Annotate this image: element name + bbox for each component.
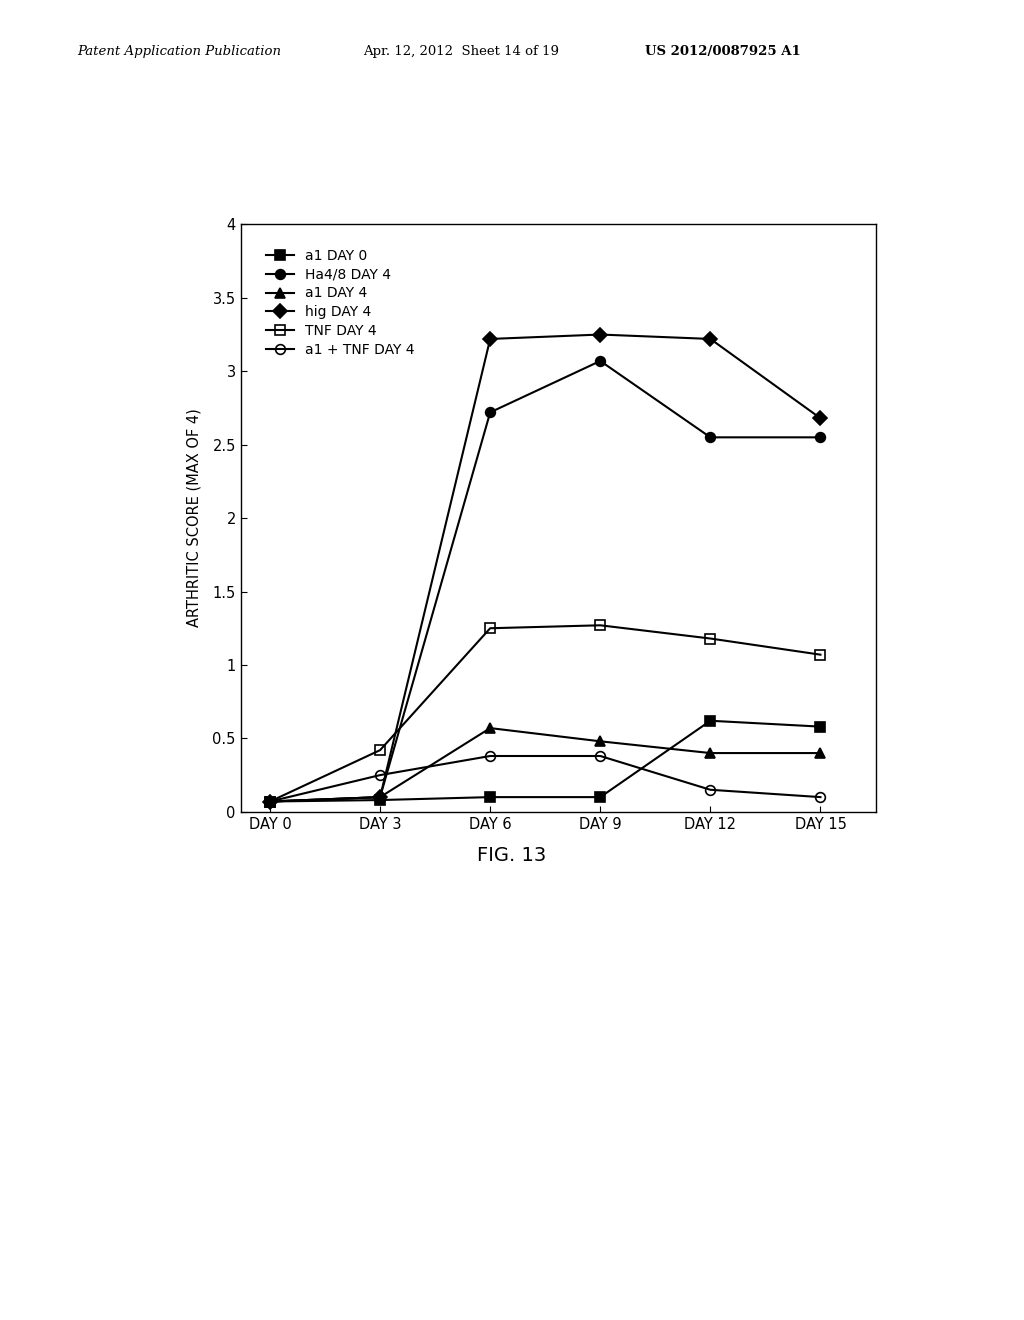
Text: Patent Application Publication: Patent Application Publication [77, 45, 281, 58]
Y-axis label: ARTHRITIC SCORE (MAX OF 4): ARTHRITIC SCORE (MAX OF 4) [186, 409, 202, 627]
Legend: a1 DAY 0, Ha4/8 DAY 4, a1 DAY 4, hig DAY 4, TNF DAY 4, a1 + TNF DAY 4: a1 DAY 0, Ha4/8 DAY 4, a1 DAY 4, hig DAY… [260, 243, 420, 363]
Text: US 2012/0087925 A1: US 2012/0087925 A1 [645, 45, 801, 58]
Text: Apr. 12, 2012  Sheet 14 of 19: Apr. 12, 2012 Sheet 14 of 19 [364, 45, 559, 58]
Text: FIG. 13: FIG. 13 [477, 846, 547, 865]
